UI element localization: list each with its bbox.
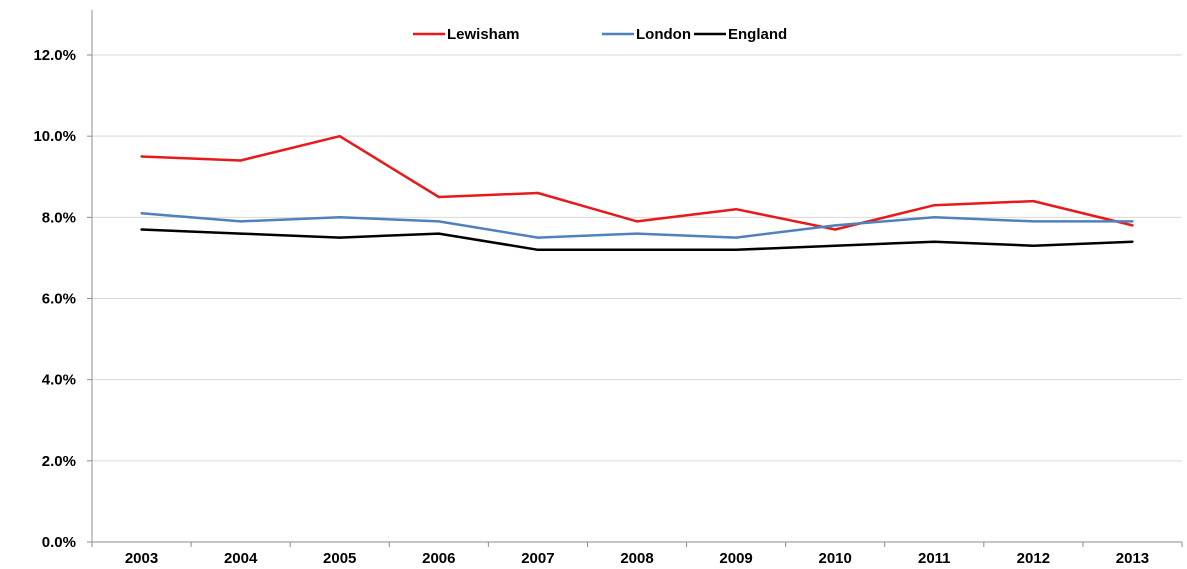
data-point-london — [338, 216, 341, 219]
data-point-england — [933, 240, 936, 243]
data-point-england — [1131, 240, 1134, 243]
gridlines — [92, 54, 1182, 462]
data-point-lewisham — [635, 220, 639, 223]
data-point-london — [1131, 220, 1134, 223]
data-point-england — [1032, 244, 1035, 247]
data-point-england — [338, 236, 341, 239]
data-point-lewisham — [734, 208, 738, 211]
legend-label-lewisham: Lewisham — [447, 26, 520, 43]
y-tick-label: 12.0% — [33, 47, 76, 64]
x-tick-label: 2006 — [422, 550, 455, 567]
x-tick-label: 2013 — [1116, 550, 1149, 567]
series-line-lewisham — [141, 134, 1133, 231]
x-tick-label: 2004 — [224, 550, 258, 567]
x-tick-label: 2012 — [1017, 550, 1050, 567]
data-point-lewisham — [437, 195, 441, 199]
data-point-london — [933, 216, 936, 219]
data-point-lewisham — [1032, 199, 1035, 203]
data-point-lewisham — [1131, 224, 1134, 227]
data-point-lewisham — [536, 191, 540, 195]
data-point-england — [635, 248, 639, 251]
data-point-england — [536, 248, 540, 251]
data-point-lewisham — [239, 159, 242, 162]
x-tick-label: 2003 — [125, 550, 158, 567]
data-point-lewisham — [338, 134, 341, 138]
legend-label-london: London — [636, 26, 691, 43]
data-point-england — [437, 232, 441, 235]
x-tick-label: 2008 — [620, 550, 653, 567]
series-lines — [140, 134, 1134, 252]
x-tick-label: 2010 — [818, 550, 851, 567]
legend-label-england: England — [728, 26, 787, 43]
data-point-lewisham — [140, 155, 143, 158]
legend: Lewisham London England — [413, 26, 787, 43]
x-tick-label: 2009 — [719, 550, 752, 567]
y-tick-label: 4.0% — [42, 372, 76, 389]
y-tick-label: 10.0% — [33, 128, 76, 145]
data-point-london — [635, 232, 639, 235]
data-point-england — [140, 228, 143, 231]
data-point-england — [734, 248, 738, 251]
data-point-london — [833, 224, 837, 227]
data-point-london — [239, 220, 242, 223]
y-tick-label: 8.0% — [42, 209, 76, 226]
data-point-lewisham — [833, 228, 837, 231]
data-point-london — [734, 236, 738, 239]
data-point-lewisham — [933, 203, 936, 207]
y-tick-label: 2.0% — [42, 453, 76, 470]
data-point-london — [1032, 220, 1035, 223]
y-tick-label: 6.0% — [42, 291, 76, 308]
axes: 0.0% 2.0% 4.0% 6.0% 8.0% 10.0% 12.0% 2003 2004 20… — [33, 10, 1183, 567]
data-point-london — [536, 236, 540, 239]
data-point-london — [437, 220, 441, 223]
x-tick-label: 2007 — [521, 550, 554, 567]
data-point-london — [140, 212, 143, 215]
x-tick-label: 2005 — [323, 550, 356, 567]
data-point-england — [833, 244, 837, 247]
y-tick-label: 0.0% — [42, 534, 76, 551]
x-tick-label: 2011 — [918, 550, 951, 567]
data-point-england — [239, 232, 242, 235]
